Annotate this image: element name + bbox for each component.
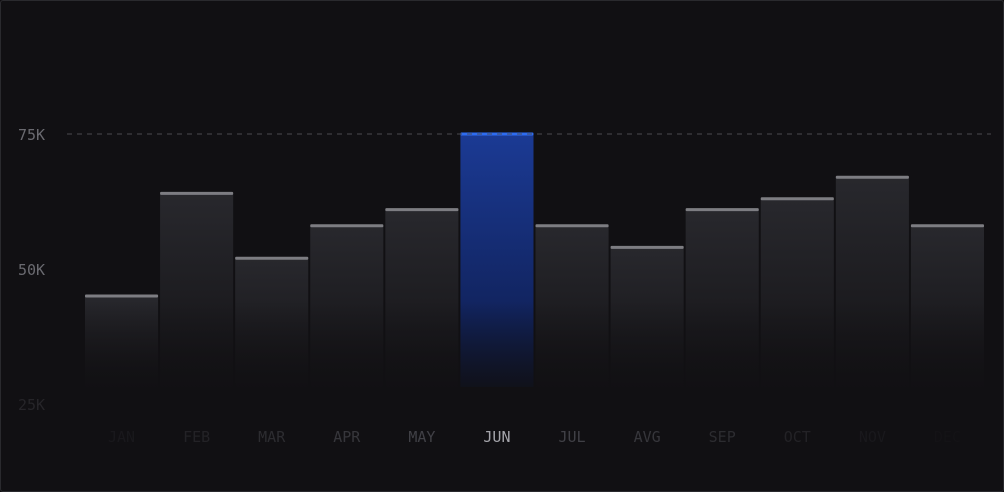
x-tick-label: DEC <box>934 428 961 446</box>
x-tick-label: JUL <box>558 428 585 446</box>
bar-cap <box>160 191 234 195</box>
bar-cap <box>535 224 609 228</box>
bar-cap <box>610 245 684 249</box>
bar-cap <box>460 132 534 136</box>
x-tick-label: FEB <box>183 428 210 446</box>
x-tick-label: NOV <box>859 428 886 446</box>
x-tick-label: MAY <box>408 428 435 446</box>
bar-cap <box>310 224 384 228</box>
x-tick-label: SEP <box>709 428 736 446</box>
x-tick-label: AVG <box>634 428 661 446</box>
y-tick-label: 50K <box>18 261 45 279</box>
bottom-fade <box>1 301 1003 401</box>
x-tick-label: MAR <box>258 428 286 446</box>
y-tick-label: 25K <box>18 396 45 414</box>
bar-cap <box>85 294 159 298</box>
x-tick-label: OCT <box>784 428 811 446</box>
bar-cap <box>835 175 909 179</box>
bar-cap <box>385 208 459 212</box>
x-tick-label: JUN <box>483 428 510 446</box>
bar-cap <box>235 256 309 260</box>
bar-cap <box>760 197 834 201</box>
x-tick-label: APR <box>333 428 361 446</box>
x-tick-label: JAN <box>108 428 135 446</box>
y-tick-label: 75K <box>18 126 45 144</box>
bar-cap <box>685 208 759 212</box>
bar-cap <box>910 224 984 228</box>
